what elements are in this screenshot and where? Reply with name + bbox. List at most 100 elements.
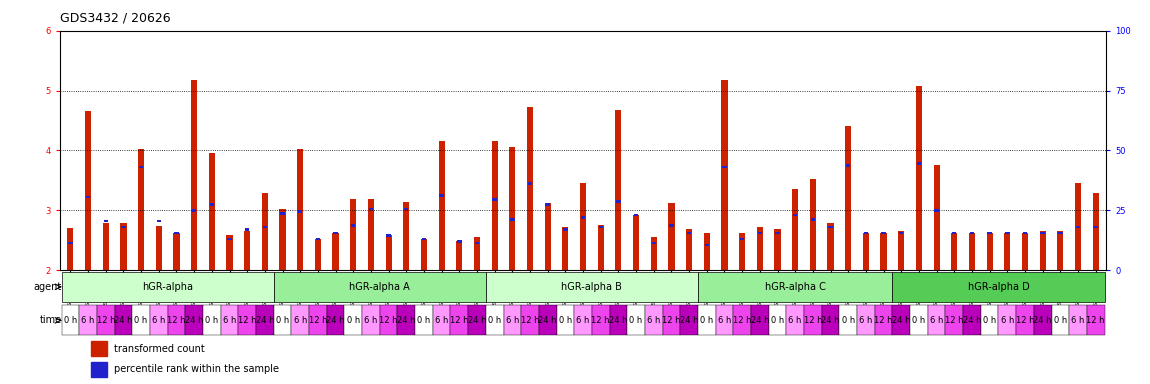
Bar [881, 233, 887, 270]
Bar [168, 305, 185, 335]
Bar [899, 232, 904, 234]
Bar [822, 305, 840, 335]
Bar [1075, 226, 1080, 228]
Text: 24 h: 24 h [1034, 316, 1052, 325]
Bar [828, 223, 834, 270]
Bar [204, 305, 221, 335]
Text: agent: agent [33, 282, 62, 292]
Text: 0 h: 0 h [559, 316, 572, 325]
Text: hGR-alpha A: hGR-alpha A [350, 282, 411, 292]
Bar [439, 194, 444, 197]
Bar [274, 305, 291, 335]
Bar [574, 305, 592, 335]
Text: 6 h: 6 h [1072, 316, 1084, 325]
Bar [952, 232, 957, 234]
Text: 6 h: 6 h [789, 316, 802, 325]
Bar [256, 305, 274, 335]
Bar [945, 305, 963, 335]
Bar [705, 243, 710, 246]
Text: hGR-alpha D: hGR-alpha D [967, 282, 1029, 292]
Bar [1058, 232, 1063, 234]
Bar [150, 305, 168, 335]
Text: 6 h: 6 h [647, 316, 660, 325]
Text: 6 h: 6 h [1000, 316, 1014, 325]
Bar [698, 272, 892, 302]
Text: hGR-alpha C: hGR-alpha C [765, 282, 826, 292]
Bar [915, 86, 922, 270]
Bar [121, 226, 125, 228]
Bar [1057, 231, 1064, 270]
Bar [715, 305, 734, 335]
Bar [857, 305, 875, 335]
Bar [632, 215, 639, 270]
Bar [1087, 305, 1104, 335]
Bar [298, 210, 302, 213]
Bar [539, 305, 557, 335]
Text: 0 h: 0 h [346, 316, 360, 325]
Bar [315, 239, 321, 270]
Text: 0 h: 0 h [770, 316, 784, 325]
Bar [751, 305, 768, 335]
Bar [102, 223, 109, 270]
Text: 24 h: 24 h [185, 316, 204, 325]
Text: 6 h: 6 h [576, 316, 590, 325]
Bar [768, 305, 787, 335]
Bar [580, 183, 586, 270]
Bar [615, 110, 621, 270]
Text: 12 h: 12 h [1087, 316, 1105, 325]
Bar [262, 194, 268, 270]
Bar [362, 305, 380, 335]
Text: transformed count: transformed count [114, 344, 205, 354]
Text: 6 h: 6 h [435, 316, 448, 325]
Text: 24 h: 24 h [963, 316, 981, 325]
Bar [651, 237, 657, 270]
Bar [564, 228, 568, 231]
Text: 24 h: 24 h [892, 316, 911, 325]
Bar [846, 164, 850, 167]
Bar [351, 224, 355, 227]
Bar [652, 242, 656, 245]
Text: 24 h: 24 h [114, 316, 132, 325]
Bar [121, 223, 126, 270]
Text: 6 h: 6 h [859, 316, 873, 325]
Text: 0 h: 0 h [700, 316, 713, 325]
Bar [68, 228, 74, 270]
Text: 6 h: 6 h [152, 316, 166, 325]
Text: 12 h: 12 h [521, 316, 539, 325]
Bar [1070, 305, 1087, 335]
Bar [369, 208, 373, 210]
Bar [227, 235, 232, 270]
Bar [104, 220, 108, 222]
Bar [687, 229, 692, 270]
Bar [281, 212, 285, 215]
Bar [156, 220, 161, 222]
Bar [739, 233, 745, 270]
Bar [804, 305, 822, 335]
Text: 0 h: 0 h [417, 316, 430, 325]
Bar [68, 242, 72, 245]
Bar [86, 196, 91, 199]
Bar [191, 80, 198, 270]
Bar [810, 179, 816, 270]
Bar [581, 216, 585, 219]
Bar [875, 305, 892, 335]
Bar [721, 80, 728, 270]
Bar [910, 305, 928, 335]
Bar [174, 233, 179, 270]
Bar [474, 237, 480, 270]
Bar [722, 166, 727, 169]
Text: hGR-alpha: hGR-alpha [143, 282, 193, 292]
Bar [668, 203, 675, 270]
Text: 6 h: 6 h [718, 316, 731, 325]
Bar [981, 305, 998, 335]
Bar [898, 231, 904, 270]
Bar [1004, 233, 1011, 270]
Bar [332, 233, 338, 270]
Bar [398, 305, 415, 335]
Bar [662, 305, 681, 335]
Bar [1022, 233, 1028, 270]
Bar [598, 225, 604, 270]
Bar [492, 198, 497, 201]
Bar [309, 305, 327, 335]
Bar [528, 182, 532, 185]
